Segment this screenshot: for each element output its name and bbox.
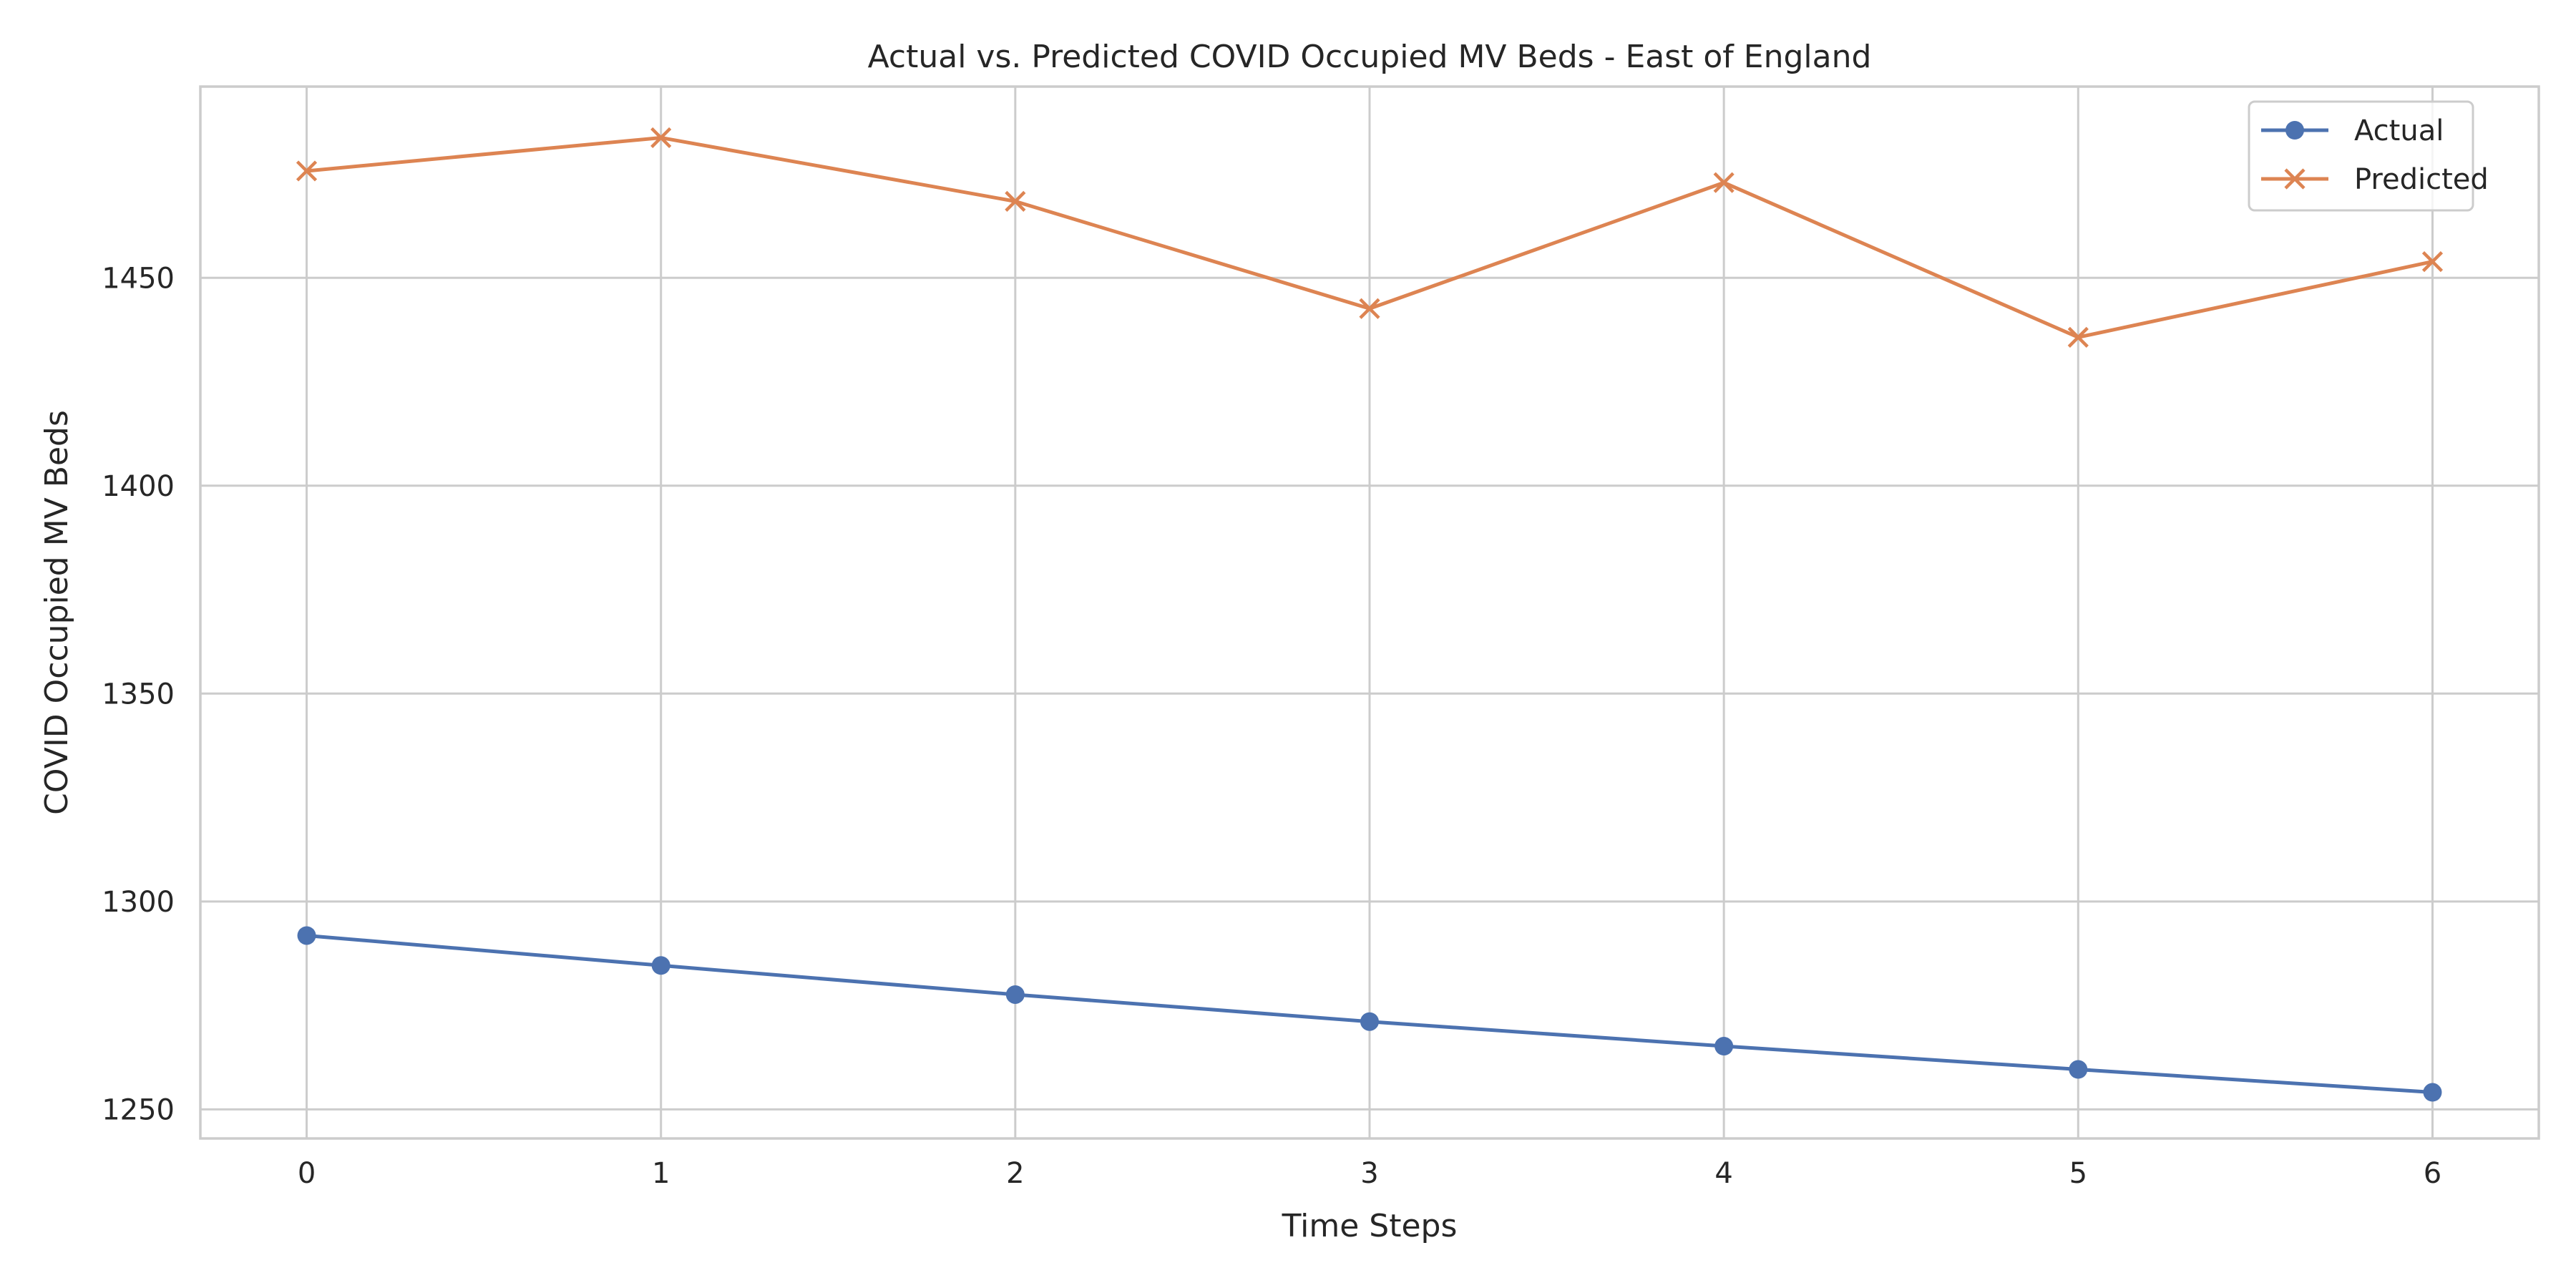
x-tick-label: 0 xyxy=(298,1157,316,1190)
point-predicted xyxy=(296,160,318,182)
legend-marker xyxy=(2284,168,2306,190)
point-actual xyxy=(297,926,316,945)
point-predicted xyxy=(650,127,672,149)
series-actual xyxy=(297,926,2442,1102)
y-tick-label: 1250 xyxy=(102,1093,175,1126)
point-actual xyxy=(1714,1037,1734,1056)
y-tick-label: 1350 xyxy=(102,678,175,711)
ticks: 0 1 2 3 4 5 6 1250 1300 1350 1400 1450 xyxy=(102,262,2441,1190)
y-tick-label: 1400 xyxy=(102,470,175,503)
x-tick-label: 6 xyxy=(2424,1157,2441,1190)
legend-label: Actual xyxy=(2354,114,2444,147)
chart-title: Actual vs. Predicted COVID Occupied MV B… xyxy=(868,39,1872,75)
point-actual xyxy=(651,956,670,975)
legend-items: Actual Predicted xyxy=(2261,114,2489,196)
x-tick-label: 2 xyxy=(1006,1157,1024,1190)
y-axis-label: COVID Occupied MV Beds xyxy=(39,410,75,815)
series-layer xyxy=(296,127,2444,1102)
series-predicted xyxy=(296,127,2444,348)
point-predicted xyxy=(2421,251,2444,273)
legend-item-predicted: Predicted xyxy=(2261,163,2489,196)
point-predicted xyxy=(2067,326,2089,348)
legend-item-actual: Actual xyxy=(2261,114,2444,147)
legend-marker xyxy=(2285,121,2304,140)
point-predicted xyxy=(1359,298,1380,319)
point-actual xyxy=(2069,1060,2088,1079)
legend-label: Predicted xyxy=(2354,163,2489,196)
x-tick-label: 1 xyxy=(652,1157,670,1190)
x-axis-label: Time Steps xyxy=(1282,1208,1458,1244)
point-actual xyxy=(1005,985,1025,1004)
point-predicted xyxy=(1713,172,1735,193)
x-tick-label: 4 xyxy=(1714,1157,1732,1190)
x-tick-label: 5 xyxy=(2069,1157,2087,1190)
grid xyxy=(200,87,2539,1138)
legend: Actual Predicted xyxy=(2248,100,2489,212)
point-actual xyxy=(2423,1083,2442,1102)
x-tick-label: 3 xyxy=(1360,1157,1378,1190)
y-tick-label: 1300 xyxy=(102,886,175,919)
point-predicted xyxy=(1005,190,1026,212)
point-actual xyxy=(1360,1012,1379,1031)
plot-frame xyxy=(199,85,2540,1140)
y-tick-label: 1450 xyxy=(102,262,175,295)
